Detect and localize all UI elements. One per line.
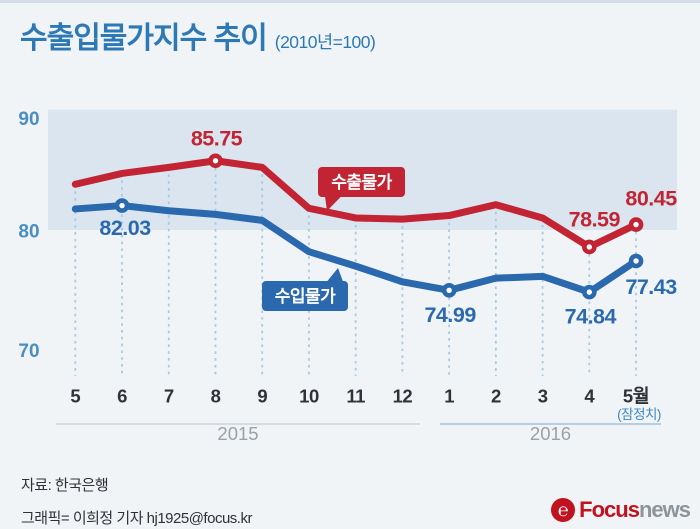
x-tick-7: 7 [164, 386, 174, 407]
import-legend-bubble [262, 281, 348, 311]
import-value-label-82.03: 82.03 [99, 216, 151, 240]
export-marker-78.59 [582, 239, 597, 255]
import-legend-bubble-tail [327, 268, 343, 282]
x-tick-12: 12 [393, 386, 413, 407]
export-value-label-85.75: 85.75 [191, 126, 243, 150]
y-tick-90: 90 [18, 109, 39, 130]
import-marker-82.03 [114, 198, 130, 213]
import-series-line [71, 202, 640, 296]
header: 수출입물가지수 추이 (2010년=100) [20, 13, 376, 57]
export-marker-85.75 [208, 153, 223, 169]
export-value-label-80.45: 80.45 [625, 187, 677, 211]
year-label-2016: 2016 [530, 423, 571, 444]
x-tick-8: 8 [211, 386, 221, 407]
export-legend-bubble-tail [325, 196, 341, 211]
export-legend-bubble [318, 167, 405, 197]
x-tick-10: 10 [299, 386, 319, 407]
source-note: 자료: 한국은행 [21, 477, 109, 494]
credit-note: 그래픽= 이희정 기자 hj1925@focus.kr [21, 510, 252, 527]
import-value-label-74.84: 74.84 [565, 305, 617, 329]
x-tick-1: 1 [444, 386, 454, 407]
x-tick-6: 6 [117, 386, 127, 407]
focusnews-logo-suffix: news [638, 497, 691, 522]
x-footnote-provisional: (잠정치) [617, 407, 661, 422]
focusnews-logo-icon: ℮ [551, 498, 576, 522]
import-value-label-77.43: 77.43 [625, 275, 677, 299]
page-subtitle: (2010년=100) [274, 32, 376, 52]
x-tick-5: 5 [70, 386, 80, 407]
y-tick-80: 80 [18, 222, 39, 243]
import-marker-74.99 [441, 283, 457, 298]
x-tick-9: 9 [257, 386, 267, 407]
x-tick-4: 4 [584, 386, 595, 407]
import-value-label-74.99: 74.99 [424, 303, 476, 327]
x-tick-5월: 5월 [623, 386, 649, 407]
x-tick-3: 3 [538, 386, 548, 407]
focusnews-logo-brand: Focus [579, 497, 640, 522]
import-legend-label: 수입물가 [275, 287, 336, 306]
top-accent-bar [0, 0, 700, 3]
export-legend-label: 수출물가 [331, 173, 392, 192]
import-marker-74.84 [582, 284, 597, 300]
year-label-2015: 2015 [217, 423, 258, 444]
focusnews-logo: ℮ Focus news [551, 497, 691, 523]
import-marker-77.43 [628, 253, 644, 269]
x-tick-11: 11 [346, 386, 365, 407]
export-marker-80.45 [628, 217, 644, 232]
export-value-label-78.59: 78.59 [569, 207, 621, 231]
x-tick-2: 2 [491, 386, 501, 407]
page-title: 수출입물가지수 추이 [20, 22, 268, 55]
export-series-line [71, 157, 640, 251]
y-tick-70: 70 [18, 341, 39, 362]
